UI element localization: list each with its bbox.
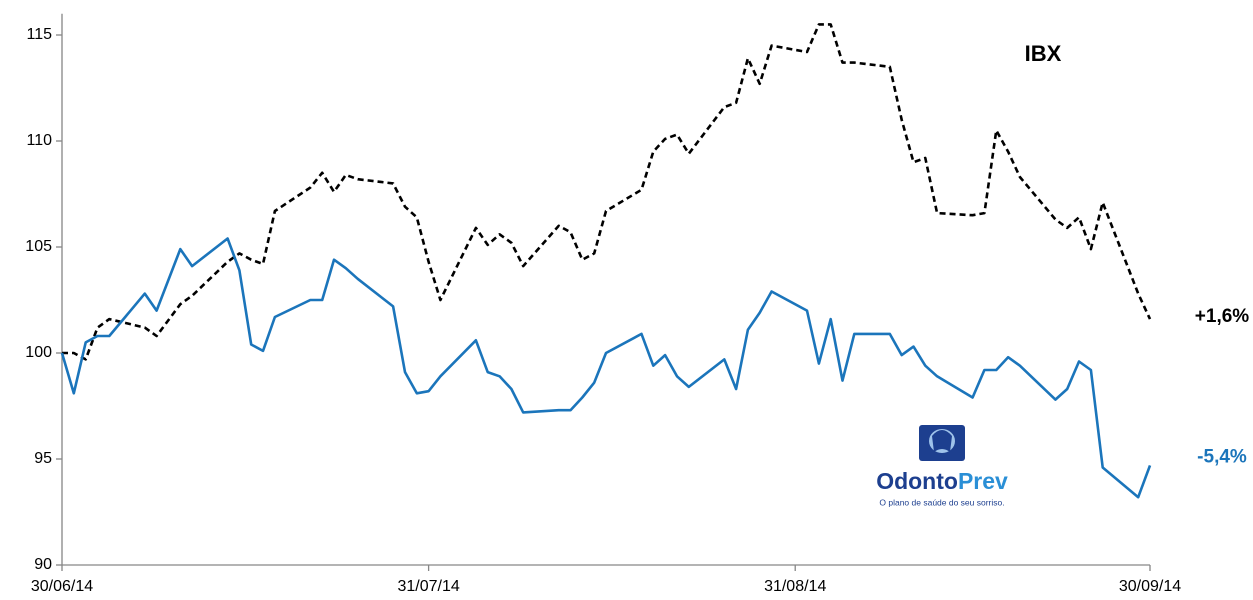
y-tick-label: 95	[34, 450, 52, 467]
logo-text: OdontoPrev	[876, 468, 1008, 494]
x-tick-label: 30/09/14	[1119, 578, 1181, 595]
end-label: -5,4%	[1197, 446, 1247, 467]
end-label: +1,6%	[1195, 306, 1250, 327]
x-tick-label: 31/08/14	[764, 578, 826, 595]
series-line	[60, 237, 1152, 499]
y-tick-label: 115	[26, 26, 52, 43]
y-tick-label: 90	[34, 556, 52, 573]
logo-part: Odonto	[876, 468, 958, 494]
logo-tagline: O plano de saúde do seu sorriso.	[879, 497, 1004, 507]
logo-part: Prev	[958, 468, 1008, 494]
y-tick-label: 105	[25, 238, 52, 255]
series-line	[62, 23, 1152, 361]
logo-icon	[919, 425, 965, 461]
series-name: IBX	[1025, 41, 1062, 66]
y-tick-label: 110	[26, 132, 52, 149]
y-tick-label: 100	[25, 344, 52, 361]
x-tick-label: 31/07/14	[397, 578, 459, 595]
x-tick-label: 30/06/14	[31, 578, 93, 595]
